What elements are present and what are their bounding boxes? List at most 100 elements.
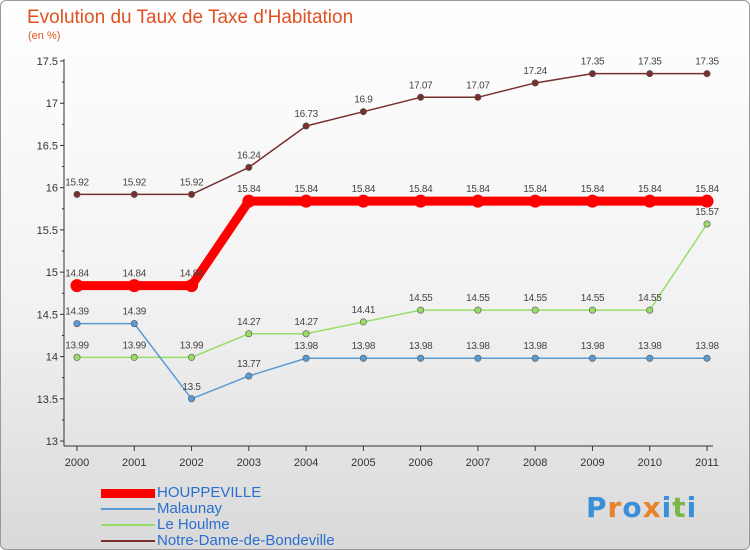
data-point xyxy=(528,194,542,208)
data-point xyxy=(531,354,539,362)
legend-label: Le Houlme xyxy=(157,516,230,533)
x-tick-label: 2002 xyxy=(179,457,203,469)
logo-letter: t xyxy=(672,491,687,524)
x-tick-label: 2011 xyxy=(695,457,719,469)
data-point xyxy=(703,220,711,228)
data-label: 15.84 xyxy=(352,184,376,195)
data-point xyxy=(245,372,253,380)
data-label: 13.98 xyxy=(695,341,719,352)
legend-swatch xyxy=(101,524,155,526)
data-point xyxy=(245,163,253,171)
data-label: 14.39 xyxy=(65,307,89,318)
y-tick-label: 13.5 xyxy=(37,394,58,406)
data-label: 14.84 xyxy=(123,269,147,280)
data-point xyxy=(643,194,657,208)
x-tick-label: 2010 xyxy=(637,457,661,469)
data-point xyxy=(188,190,196,198)
y-tick-label: 15 xyxy=(46,267,58,279)
data-point xyxy=(646,306,654,314)
data-label: 13.98 xyxy=(523,341,547,352)
data-point xyxy=(588,306,596,314)
data-label: 17.35 xyxy=(638,57,662,68)
data-label: 13.77 xyxy=(237,359,261,370)
series-line-malaunay xyxy=(76,322,708,400)
data-point xyxy=(474,93,482,101)
data-point xyxy=(703,354,711,362)
data-label: 13.99 xyxy=(65,340,89,351)
legend-item: Notre-Dame-de-Bondeville xyxy=(101,533,335,549)
data-label: 13.98 xyxy=(294,341,318,352)
logo-letter: o xyxy=(622,491,643,524)
data-point xyxy=(417,354,425,362)
data-label: 15.84 xyxy=(638,184,662,195)
data-label: 15.84 xyxy=(409,184,433,195)
x-tick-label: 2006 xyxy=(408,457,432,469)
x-tick-label: 2007 xyxy=(466,457,490,469)
data-point xyxy=(471,194,485,208)
data-label: 15.57 xyxy=(695,207,719,218)
data-point xyxy=(474,306,482,314)
data-point xyxy=(70,279,84,293)
data-label: 15.92 xyxy=(65,177,89,188)
legend-swatch xyxy=(101,540,155,542)
x-tick-label: 2009 xyxy=(580,457,604,469)
logo-letter: x xyxy=(642,491,662,524)
y-tick-label: 16.5 xyxy=(37,140,58,152)
data-point xyxy=(73,353,81,361)
series-line-houppeville xyxy=(72,196,712,291)
data-point xyxy=(531,79,539,87)
data-label: 15.84 xyxy=(237,184,261,195)
data-label: 13.98 xyxy=(638,341,662,352)
data-label: 17.07 xyxy=(466,80,490,91)
data-point xyxy=(130,190,138,198)
data-label: 14.55 xyxy=(523,293,547,304)
data-point xyxy=(585,194,599,208)
data-label: 15.92 xyxy=(123,177,147,188)
data-label: 17.35 xyxy=(581,57,605,68)
data-label: 14.55 xyxy=(581,293,605,304)
data-point xyxy=(188,353,196,361)
x-tick-label: 2001 xyxy=(122,457,146,469)
series-line-notre-dame-de-bondeville xyxy=(76,72,708,196)
data-point xyxy=(73,190,81,198)
logo-letter: i xyxy=(661,491,673,524)
data-point xyxy=(646,354,654,362)
data-point xyxy=(302,330,310,338)
data-label: 14.55 xyxy=(638,293,662,304)
data-point xyxy=(646,70,654,78)
data-point xyxy=(188,395,196,403)
x-tick-label: 2004 xyxy=(294,457,318,469)
data-label: 13.99 xyxy=(180,340,204,351)
data-point xyxy=(474,354,482,362)
data-point xyxy=(242,194,256,208)
y-tick-label: 14.5 xyxy=(37,309,58,321)
data-point xyxy=(700,194,714,208)
data-point xyxy=(185,279,199,293)
legend-swatch xyxy=(101,508,155,510)
logo-letter: r xyxy=(607,491,623,524)
data-point xyxy=(588,354,596,362)
data-label: 15.84 xyxy=(523,184,547,195)
logo-letter: i xyxy=(686,491,698,524)
data-point xyxy=(299,194,313,208)
data-label: 14.84 xyxy=(180,269,204,280)
y-tick-label: 13 xyxy=(46,436,58,448)
data-label: 15.84 xyxy=(466,184,490,195)
x-tick-label: 2005 xyxy=(351,457,375,469)
legend: HOUPPEVILLE Malaunay Le Houlme Notre-Dame-d… xyxy=(101,485,335,549)
data-label: 17.07 xyxy=(409,80,433,91)
data-point xyxy=(245,330,253,338)
y-tick-label: 16 xyxy=(46,183,58,195)
y-tick-label: 17 xyxy=(46,98,58,110)
chart-title: Evolution du Taux de Taxe d'Habitation xyxy=(27,7,354,28)
data-point xyxy=(703,70,711,78)
legend-label: HOUPPEVILLE xyxy=(157,484,262,501)
legend-label: Notre-Dame-de-Bondeville xyxy=(157,532,335,549)
data-label: 16.24 xyxy=(237,150,261,161)
legend-label: Malaunay xyxy=(157,500,223,517)
legend-item: HOUPPEVILLE xyxy=(101,485,335,501)
data-point xyxy=(302,354,310,362)
data-label: 17.35 xyxy=(695,57,719,68)
data-label: 15.92 xyxy=(180,177,204,188)
